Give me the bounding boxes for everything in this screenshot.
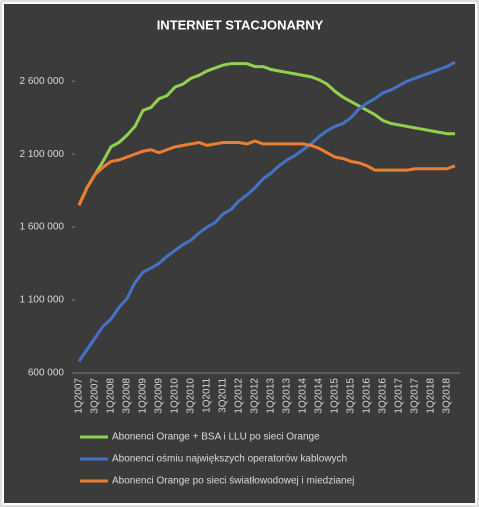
legend-label: Abonenci Orange po sieci światłowodowej … [112, 476, 354, 487]
x-tick-label: 1Q2014 [298, 378, 309, 414]
x-tick-label: 1Q2017 [394, 378, 405, 414]
x-tick-label: 1Q2009 [138, 378, 149, 414]
x-tick-label: 1Q2013 [266, 378, 277, 414]
legend-label: Abonenci Orange + BSA i LLU po sieci Ora… [112, 432, 320, 443]
x-tick-label: 3Q2015 [346, 378, 357, 414]
x-tick-label: 1Q2016 [362, 378, 373, 414]
x-tick-label: 3Q2008 [122, 378, 133, 414]
x-tick-label: 3Q2010 [186, 378, 197, 414]
x-tick-label: 1Q2018 [426, 378, 437, 414]
y-tick-label: 1 100 000 [20, 295, 65, 306]
x-tick-label: 1Q2007 [74, 378, 85, 414]
legend-label: Abonenci ośmiu największych operatorów k… [112, 454, 347, 465]
x-tick-label: 3Q2014 [314, 378, 325, 414]
chart-background [4, 4, 475, 503]
x-tick-label: 3Q2011 [218, 378, 229, 413]
x-tick-label: 3Q2013 [282, 378, 293, 414]
y-tick-label: 1 600 000 [20, 222, 65, 233]
y-tick-label: 600 000 [28, 368, 65, 379]
x-tick-label: 1Q2012 [234, 378, 245, 414]
series-line [77, 62, 455, 206]
x-tick-label: 3Q2012 [250, 378, 261, 414]
x-tick-label: 3Q2017 [410, 378, 421, 414]
x-tick-label: 1Q2011 [202, 378, 213, 413]
y-tick-label: 2 100 000 [20, 149, 65, 160]
x-tick-label: 3Q2018 [442, 378, 453, 414]
series-line [77, 139, 456, 206]
x-tick-label: 1Q2015 [330, 378, 341, 414]
x-tick-label: 3Q2007 [90, 378, 101, 414]
x-tick-label: 3Q2009 [154, 378, 165, 414]
x-tick-label: 1Q2008 [106, 378, 117, 414]
x-tick-label: 1Q2010 [170, 378, 181, 414]
chart-title: INTERNET STACJONARNY [157, 17, 324, 32]
series-line [77, 60, 456, 363]
y-tick-label: 2 600 000 [20, 76, 65, 87]
x-tick-label: 3Q2016 [378, 378, 389, 414]
